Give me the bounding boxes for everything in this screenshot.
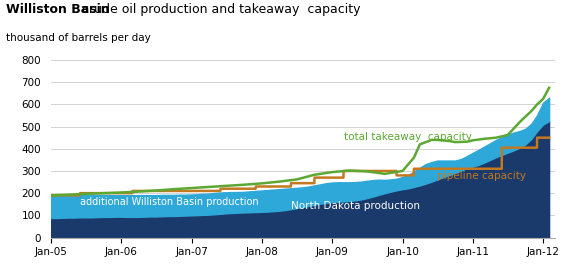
- Text: pipeline capacity: pipeline capacity: [438, 171, 526, 181]
- Text: North Dakota production: North Dakota production: [291, 201, 420, 211]
- Text: crude oil production and takeaway  capacity: crude oil production and takeaway capaci…: [78, 3, 361, 16]
- Text: thousand of barrels per day: thousand of barrels per day: [6, 33, 151, 43]
- Text: additional Williston Basin production: additional Williston Basin production: [80, 197, 259, 207]
- Text: Williston Basin: Williston Basin: [6, 3, 109, 16]
- Text: total takeaway  capacity: total takeaway capacity: [344, 132, 471, 142]
